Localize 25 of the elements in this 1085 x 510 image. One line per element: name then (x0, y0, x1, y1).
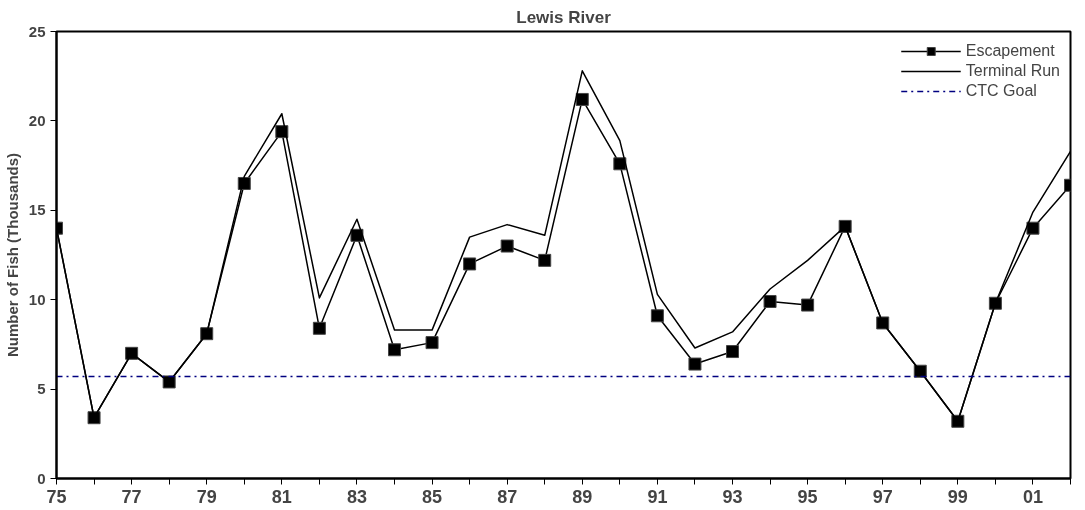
x-tick-label: 75 (46, 486, 67, 507)
x-tick-label: 85 (422, 486, 443, 507)
chart-title: Lewis River (516, 7, 612, 27)
y-axis-title: Number of Fish (Thousands) (3, 152, 21, 358)
x-tick-label: 79 (196, 486, 217, 507)
y-tick-label: 0 (37, 469, 46, 487)
x-tick-label: 97 (872, 486, 893, 507)
x-tick-label: 87 (497, 486, 518, 507)
y-tick-label: 10 (28, 290, 46, 308)
legend-label: CTC Goal (965, 82, 1037, 100)
legend-label: Terminal Run (965, 62, 1060, 80)
x-tick-label: 01 (1022, 486, 1043, 507)
x-tick-label: 81 (271, 486, 292, 507)
y-tick-label: 15 (28, 201, 46, 219)
x-tick-label: 89 (572, 486, 593, 507)
x-tick-label: 99 (947, 486, 968, 507)
x-tick-label: 77 (121, 486, 142, 507)
legend-label: Escapement (965, 42, 1055, 60)
x-tick-label: 91 (647, 486, 668, 507)
x-tick-label: 95 (797, 486, 818, 507)
x-tick-label: 93 (722, 486, 743, 507)
x-tick-label: 83 (346, 486, 367, 507)
y-tick-label: 20 (28, 111, 46, 129)
y-tick-label: 25 (28, 22, 46, 40)
y-tick-label: 5 (37, 380, 46, 398)
